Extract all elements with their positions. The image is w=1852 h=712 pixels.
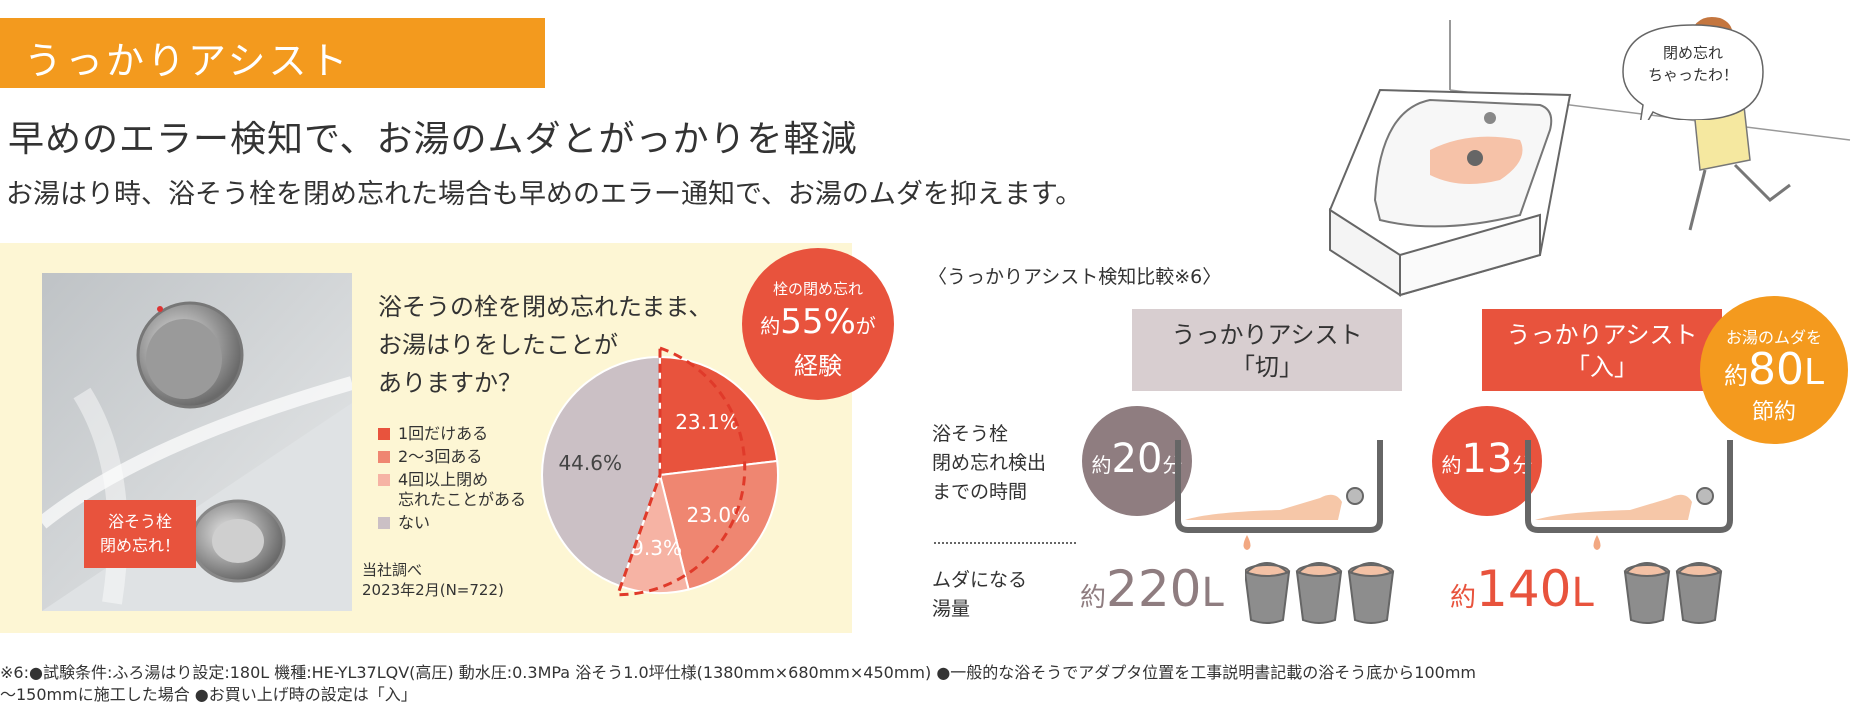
off-time-prefix: 約 — [1091, 453, 1112, 477]
photo-label: 浴そう栓 閉め忘れ！ — [84, 500, 196, 568]
pie-label: 9.3% — [631, 536, 682, 560]
on-volume-prefix: 約 — [1450, 583, 1477, 613]
headline: 早めのエラー検知で、お湯のムダとがっかりを軽減 — [8, 119, 858, 160]
legend-label: ない — [398, 513, 431, 532]
legend-swatch — [378, 451, 390, 463]
off-volume-prefix: 約 — [1080, 583, 1107, 613]
bucket-icon — [1623, 562, 1671, 624]
survey-source: 当社調べ 2023年2月(N=722) — [362, 561, 504, 599]
saving-line3: 節約 — [1751, 400, 1796, 425]
assist-on-label: うっかりアシスト 「入」 — [1506, 321, 1698, 381]
subheadline: お湯はり時、浴そう栓を閉め忘れた場合も早めのエラー通知で、お湯のムダを抑えます。 — [6, 179, 1083, 210]
saving-value-line: 約80L — [1700, 344, 1848, 395]
on-time-value: 13 — [1461, 436, 1513, 482]
feature-title: うっかりアシスト — [24, 39, 351, 83]
legend-item: 2〜3回ある — [378, 445, 526, 467]
off-volume-unit: L — [1201, 570, 1224, 616]
legend-item: 1回だけある — [378, 422, 526, 444]
bucket-icons — [1245, 562, 1723, 624]
badge-value: 55% — [780, 302, 856, 342]
badge-line1: 栓の閉め忘れ — [772, 280, 863, 298]
title-band: うっかりアシスト — [0, 18, 545, 88]
saving-prefix: 約 — [1723, 362, 1748, 390]
saving-unit: L — [1803, 352, 1825, 393]
drain-photo — [42, 273, 352, 611]
legend-swatch — [378, 517, 390, 529]
speech-bubble-text: 閉め忘れ ちゃったわ！ — [1647, 44, 1738, 84]
on-volume-value: 140 — [1476, 560, 1572, 618]
off-tub-diagram — [1175, 440, 1383, 550]
legend-item: ない — [378, 511, 526, 533]
on-time-circle: 約13分 — [1432, 406, 1542, 516]
on-volume: 約140L — [1450, 560, 1594, 618]
speech-bubble — [1622, 24, 1764, 120]
pie-slice-once — [659, 355, 779, 477]
saving-value: 80 — [1747, 344, 1804, 395]
assist-off-label: うっかりアシスト 「切」 — [1171, 321, 1363, 381]
bucket-icon — [1347, 562, 1395, 624]
off-time-text: 約20分 — [1082, 436, 1192, 482]
assist-on-header: うっかりアシスト 「入」 — [1482, 309, 1722, 391]
experience-badge: 栓の閉め忘れ 約55%が 経験 — [742, 248, 894, 400]
legend-swatch — [378, 428, 390, 440]
badge-line3: 経験 — [794, 352, 842, 380]
on-time-prefix: 約 — [1441, 453, 1462, 477]
legend-label: 4回以上閉め 忘れたことがある — [398, 470, 527, 509]
off-time-value: 20 — [1111, 436, 1163, 482]
badge-prefix: 約 — [760, 314, 781, 338]
pie-chart: 23.1% 23.0%9.3% 44.6% — [541, 345, 779, 597]
bucket-icon — [1675, 562, 1723, 624]
bucket-icon — [1245, 562, 1291, 624]
detection-time-label: 浴そう栓 閉め忘れ検出 までの時間 — [932, 423, 1047, 503]
wasted-water-label: ムダになる 湯量 — [932, 569, 1028, 620]
legend-label: 1回だけある — [398, 424, 489, 443]
pie-label: 23.1% — [675, 410, 739, 434]
off-volume: 約220L — [1080, 560, 1224, 618]
survey-question: 浴そうの栓を閉め忘れたまま、 お湯はりをしたことが ありますか？ — [378, 293, 713, 397]
bathtub-illustration — [1328, 16, 1851, 297]
highlight-dashed-outline — [615, 345, 747, 597]
on-tub-diagram — [1525, 440, 1733, 550]
bucket-icon — [1295, 562, 1343, 624]
legend-swatch — [378, 474, 390, 486]
comparison-title: 〈うっかりアシスト検知比較※6〉 — [928, 266, 1222, 288]
saving-badge: お湯のムダを 約80L 節約 — [1700, 296, 1848, 444]
legend-item: 4回以上閉め 忘れたことがある — [378, 468, 526, 510]
badge-value-line: 約55%が — [742, 302, 894, 342]
on-volume-unit: L — [1571, 570, 1594, 616]
off-time-circle: 約20分 — [1082, 406, 1192, 516]
badge-suffix: が — [855, 314, 876, 338]
row-divider — [934, 542, 1076, 544]
pie-legend: 1回だけある 2〜3回ある 4回以上閉め 忘れたことがある ない — [378, 422, 526, 534]
pie-slice-never — [541, 355, 661, 588]
legend-label: 2〜3回ある — [398, 447, 483, 466]
off-volume-value: 220 — [1106, 560, 1202, 618]
pie-label: 44.6% — [558, 451, 622, 475]
pie-label: 23.0% — [687, 503, 751, 527]
assist-off-header: うっかりアシスト 「切」 — [1132, 309, 1402, 391]
footnote: ※6:●試験条件:ふろ湯はり設定:180L 機種:HE-YL37LQV(高圧) … — [0, 663, 1477, 704]
pie-slice-two-three — [658, 459, 779, 591]
saving-line1: お湯のムダを — [1725, 328, 1822, 347]
